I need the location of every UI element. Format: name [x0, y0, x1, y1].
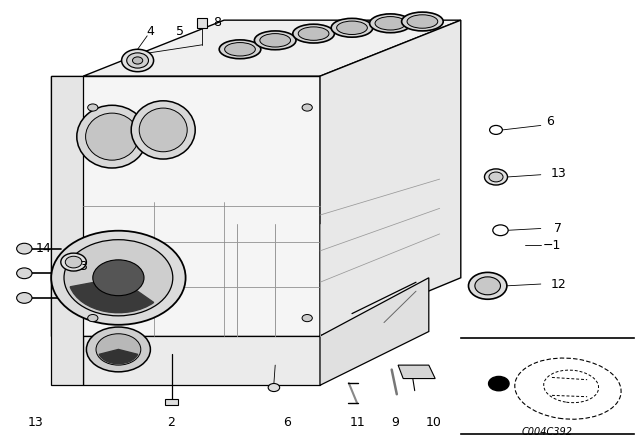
Ellipse shape	[370, 14, 412, 33]
Circle shape	[493, 225, 508, 236]
Polygon shape	[51, 76, 320, 336]
Circle shape	[17, 268, 32, 279]
Circle shape	[475, 277, 500, 295]
Text: 3: 3	[79, 260, 87, 273]
Circle shape	[65, 256, 82, 268]
Ellipse shape	[254, 31, 296, 50]
Circle shape	[51, 231, 186, 325]
Ellipse shape	[131, 101, 195, 159]
Text: 10: 10	[426, 415, 442, 429]
Circle shape	[88, 314, 98, 322]
Ellipse shape	[337, 21, 367, 34]
Wedge shape	[70, 278, 154, 313]
Text: 13: 13	[550, 167, 566, 180]
Circle shape	[88, 104, 98, 111]
Bar	[197, 18, 207, 28]
Circle shape	[17, 243, 32, 254]
Wedge shape	[99, 349, 138, 364]
Ellipse shape	[375, 17, 406, 30]
Ellipse shape	[298, 27, 329, 40]
Text: 13: 13	[28, 415, 43, 429]
Ellipse shape	[332, 18, 372, 37]
Ellipse shape	[225, 43, 255, 56]
Text: 7: 7	[554, 221, 562, 235]
Ellipse shape	[140, 108, 187, 152]
Circle shape	[93, 260, 144, 296]
Ellipse shape	[402, 12, 444, 31]
Circle shape	[96, 334, 141, 365]
Circle shape	[122, 49, 154, 72]
Text: 12: 12	[550, 277, 566, 291]
Circle shape	[17, 293, 32, 303]
Text: 5: 5	[177, 25, 184, 38]
Text: 8: 8	[214, 16, 221, 29]
Circle shape	[61, 253, 86, 271]
Text: 6: 6	[283, 415, 291, 429]
Circle shape	[127, 53, 148, 68]
Text: 6: 6	[547, 115, 554, 129]
Circle shape	[302, 104, 312, 111]
Circle shape	[132, 57, 143, 64]
Polygon shape	[320, 20, 461, 336]
Polygon shape	[320, 278, 429, 385]
Ellipse shape	[219, 40, 261, 59]
Circle shape	[468, 272, 507, 299]
Polygon shape	[83, 20, 461, 76]
Polygon shape	[398, 365, 435, 379]
Polygon shape	[83, 336, 320, 385]
Ellipse shape	[77, 105, 147, 168]
Circle shape	[488, 376, 509, 391]
Text: 2: 2	[168, 415, 175, 429]
Circle shape	[268, 383, 280, 392]
Circle shape	[302, 314, 312, 322]
Circle shape	[64, 240, 173, 316]
Ellipse shape	[86, 113, 138, 160]
Text: C004C392: C004C392	[522, 427, 573, 437]
Text: 4: 4	[147, 25, 154, 38]
Ellipse shape	[407, 15, 438, 28]
Ellipse shape	[293, 24, 335, 43]
Circle shape	[86, 327, 150, 372]
Text: 11: 11	[349, 415, 365, 429]
Text: 14: 14	[36, 242, 51, 255]
Circle shape	[489, 172, 503, 182]
Circle shape	[484, 169, 508, 185]
Bar	[165, 399, 178, 405]
Ellipse shape	[260, 34, 291, 47]
Polygon shape	[51, 76, 83, 385]
Text: 9: 9	[392, 415, 399, 429]
Circle shape	[490, 125, 502, 134]
Text: −1: −1	[543, 238, 561, 252]
